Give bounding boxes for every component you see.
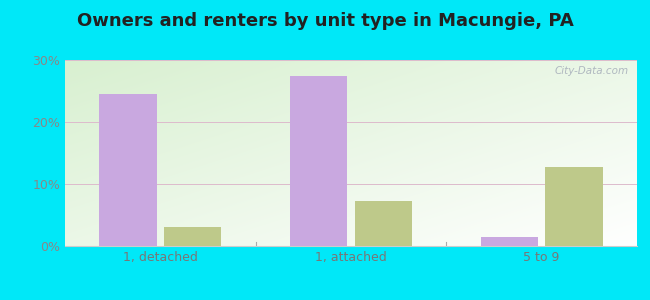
Bar bbox=[164, 227, 222, 246]
Bar bbox=[480, 237, 538, 246]
Bar bbox=[355, 201, 412, 246]
Bar bbox=[99, 94, 157, 246]
Text: Owners and renters by unit type in Macungie, PA: Owners and renters by unit type in Macun… bbox=[77, 12, 573, 30]
Bar bbox=[545, 167, 603, 246]
Bar bbox=[290, 76, 347, 246]
Text: City-Data.com: City-Data.com bbox=[554, 66, 629, 76]
